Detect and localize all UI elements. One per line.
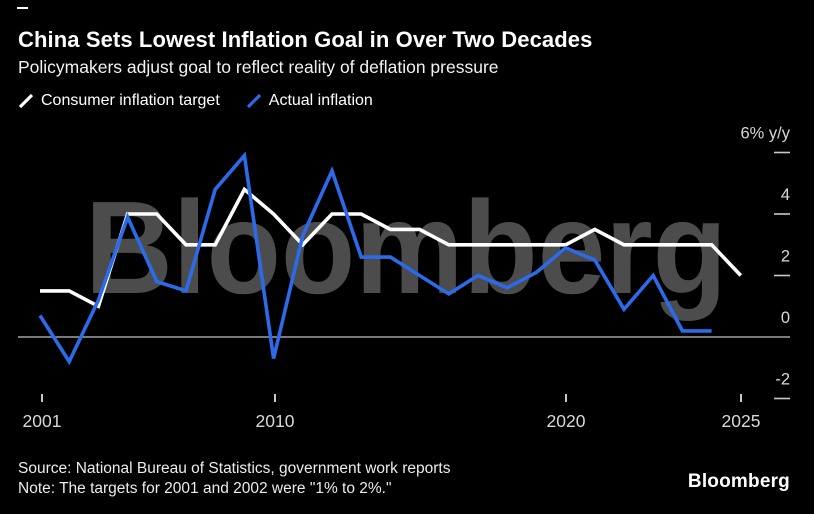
- blue-line-swatch-stroke: [246, 93, 261, 109]
- x-tick-label: 2025: [722, 411, 761, 431]
- corner-tick-mark: [17, 7, 28, 9]
- y-tick-label: 4: [781, 186, 790, 204]
- target-line-series: [40, 186, 743, 309]
- source-note: Source: National Bureau of Statistics, g…: [18, 460, 451, 477]
- bloomberg-logo: Bloomberg: [687, 471, 790, 492]
- x-tick-label: 2001: [23, 411, 62, 431]
- y-tick-label: -2: [775, 371, 790, 389]
- legend-label-actual: Actual inflation: [268, 92, 373, 109]
- chart-title: China Sets Lowest Inflation Goal in Over…: [18, 27, 593, 52]
- y-tick-label: 0: [781, 309, 790, 327]
- legend-item-actual: Actual inflation: [246, 92, 373, 110]
- white-line-swatch-stroke: [18, 93, 34, 109]
- legend-label-target: Consumer inflation target: [41, 92, 220, 109]
- legend: Consumer inflation target Actual inflati…: [18, 92, 373, 110]
- actual-inflation-line-series: [38, 151, 712, 366]
- x-tick-label: 2010: [256, 411, 295, 431]
- white-line-swatch-icon: [18, 93, 34, 109]
- bloomberg-watermark: Bloomberg: [85, 174, 727, 321]
- footnote: Note: The targets for 2001 and 2002 were…: [18, 479, 392, 497]
- x-tick-label: 2020: [547, 411, 586, 431]
- y-tick-label: 2: [781, 248, 790, 266]
- legend-item-target: Consumer inflation target: [18, 92, 220, 110]
- chart-subtitle: Policymakers adjust goal to reflect real…: [18, 57, 499, 77]
- y-tick-label: 6% y/y: [740, 125, 790, 143]
- footer-notes: Source: National Bureau of Statistics, g…: [18, 459, 450, 498]
- blue-line-swatch-icon: [246, 93, 261, 109]
